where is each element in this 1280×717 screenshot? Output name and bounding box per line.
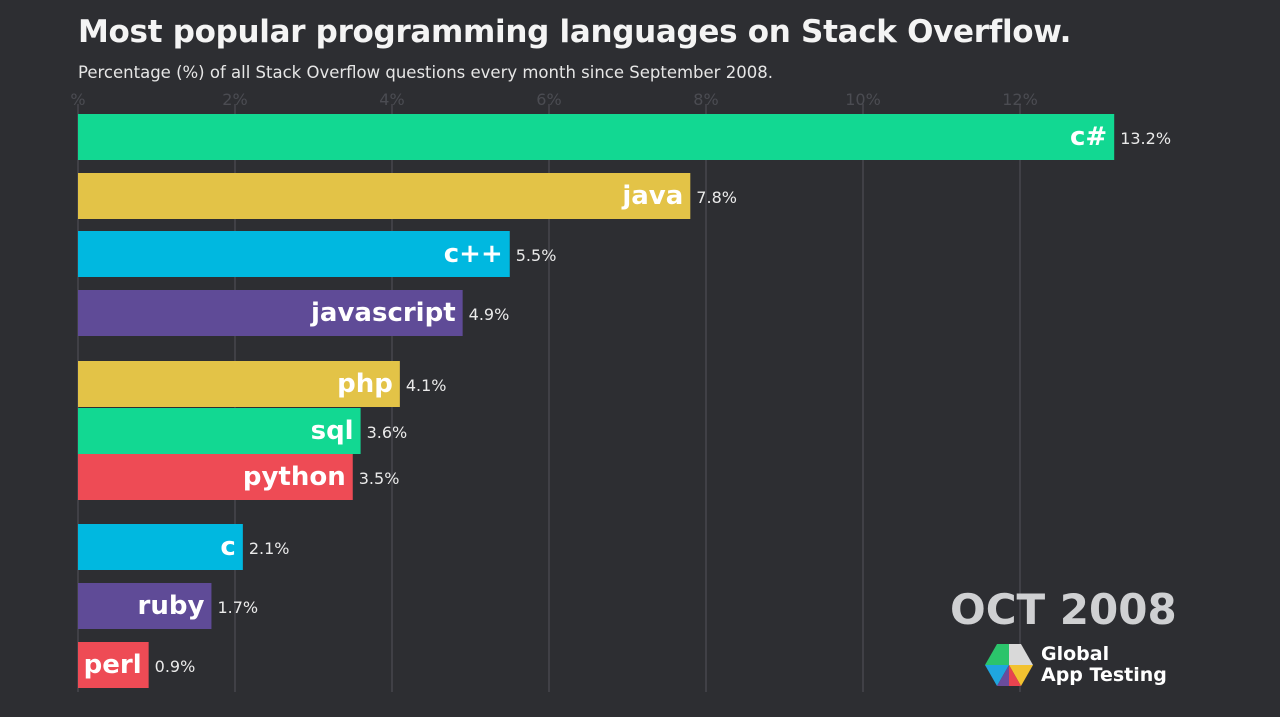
date-label: OCT 2008 (950, 585, 1177, 634)
x-tick-label: 12% (1002, 90, 1038, 109)
global-app-testing-logo: Global App Testing (985, 642, 1167, 688)
chart-title: Most popular programming languages on St… (78, 14, 1072, 50)
bar-category-label: perl (84, 650, 142, 680)
bar-python (78, 454, 353, 500)
x-tick-label: 4% (379, 90, 404, 109)
bar-sql (78, 408, 361, 454)
x-tick-label: 10% (845, 90, 881, 109)
bar-c (78, 524, 243, 570)
bar-value-label: 0.9% (155, 657, 196, 676)
bar-category-label: c# (1070, 122, 1107, 152)
bar-c# (78, 114, 1115, 160)
bar-category-label: ruby (138, 591, 205, 621)
x-tick-label: % (70, 90, 85, 109)
bar-c++ (78, 231, 510, 277)
bar-value-label: 4.1% (406, 376, 447, 395)
bar-value-label: 7.8% (696, 188, 737, 207)
bar-category-label: php (337, 369, 393, 399)
bar-value-label: 5.5% (516, 246, 557, 265)
bar-ruby (78, 583, 212, 629)
bar-value-label: 13.2% (1120, 129, 1171, 148)
x-tick-label: 2% (222, 90, 247, 109)
bar-category-label: c++ (444, 239, 503, 269)
bar-value-label: 3.5% (359, 469, 400, 488)
x-tick-label: 8% (693, 90, 718, 109)
bar-perl (78, 642, 149, 688)
logo-line2: App Testing (1041, 664, 1167, 686)
logo-line1: Global (1041, 643, 1110, 665)
hexagon-logo-icon (985, 644, 1033, 686)
x-tick-label: 6% (536, 90, 561, 109)
bar-category-label: java (621, 181, 683, 211)
bar-value-label: 2.1% (249, 539, 290, 558)
chart-subtitle: Percentage (%) of all Stack Overflow que… (78, 63, 773, 82)
bar-category-label: sql (311, 416, 354, 446)
bar-php (78, 361, 400, 407)
bar-category-label: c (220, 532, 235, 562)
bar-value-label: 4.9% (469, 305, 510, 324)
bar-java (78, 173, 691, 219)
bar-category-label: javascript (310, 298, 456, 328)
bar-value-label: 1.7% (217, 598, 258, 617)
bar-category-label: python (243, 462, 346, 492)
bar-value-label: 3.6% (367, 423, 408, 442)
bar-javascript (78, 290, 463, 336)
